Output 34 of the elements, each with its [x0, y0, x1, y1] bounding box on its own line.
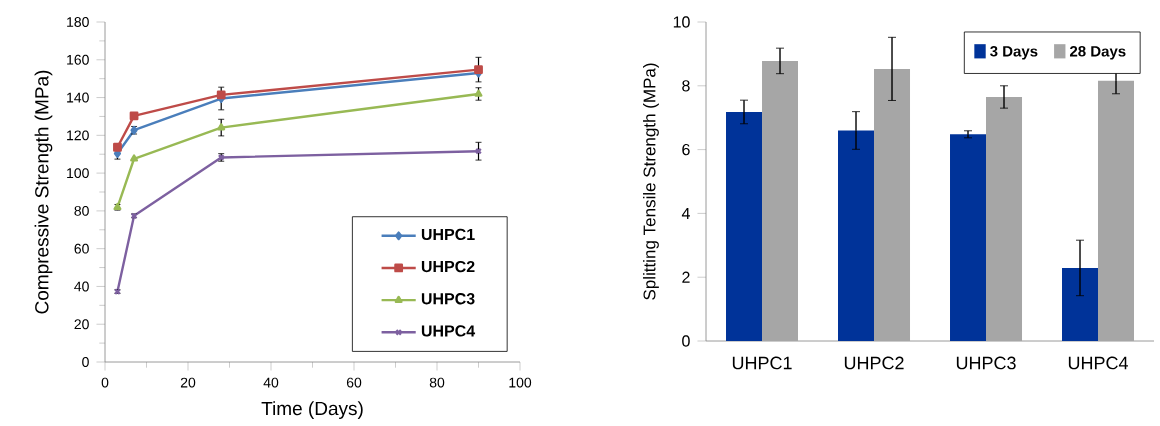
- y-tick-label: 8: [682, 80, 690, 92]
- y-axis-title: Splitting Tensile Strength (MPa): [643, 63, 659, 300]
- legend-label: 28 Days: [1069, 46, 1126, 60]
- y-tick-label: 4: [681, 208, 690, 220]
- y-tick-label: 120: [67, 130, 89, 141]
- x-tick-label: UHPC3: [956, 356, 1016, 370]
- x-tick-label: UHPC2: [844, 356, 904, 370]
- y-tick-label: 60: [74, 243, 89, 254]
- y-tick-label: 80: [74, 206, 89, 217]
- x-axis-title: Time (Days): [261, 401, 363, 420]
- x-tick-label: UHPC1: [732, 356, 792, 370]
- y-tick-label: 20: [74, 319, 89, 330]
- y-tick-label: 180: [67, 17, 89, 28]
- y-tick-label: 140: [67, 92, 89, 103]
- legend-label: UHPC4: [421, 325, 476, 337]
- y-tick-label: 160: [67, 55, 89, 65]
- legend-label: 3 Days: [990, 46, 1038, 60]
- x-tick-label: 80: [429, 377, 445, 388]
- x-tick-label: UHPC4: [1068, 356, 1128, 370]
- x-tick-label: 20: [180, 377, 196, 388]
- y-axis-title: Compressive Strength (MPa): [34, 70, 53, 314]
- y-tick-label: 40: [74, 281, 89, 292]
- legend-label: UHPC3: [421, 293, 475, 305]
- legend-label: UHPC2: [421, 261, 475, 273]
- x-tick-label: 40: [263, 377, 279, 388]
- y-tick-label: 10: [673, 16, 690, 28]
- y-tick-label: 0: [682, 335, 690, 347]
- y-tick-label: 6: [682, 144, 690, 156]
- legend-label: UHPC1: [421, 228, 475, 241]
- y-tick-label: 2: [682, 271, 690, 283]
- x-tick-label: 0: [101, 377, 109, 388]
- y-tick-label: 100: [67, 168, 89, 179]
- x-tick-label: 60: [346, 377, 362, 388]
- x-tick-label: 100: [509, 377, 532, 388]
